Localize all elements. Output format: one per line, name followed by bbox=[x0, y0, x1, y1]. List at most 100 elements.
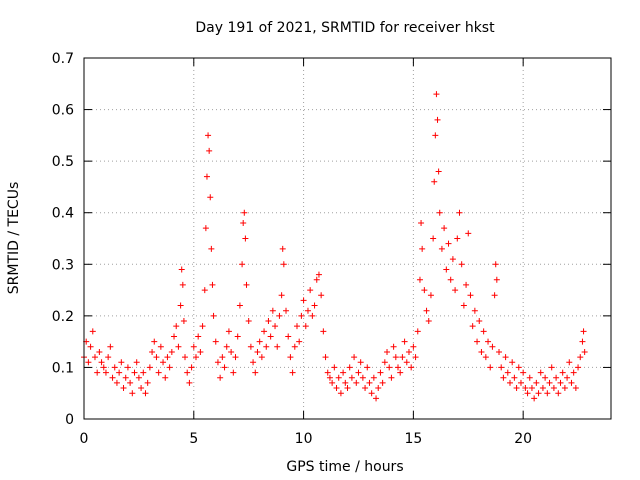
data-point bbox=[280, 261, 287, 268]
data-point bbox=[304, 307, 311, 314]
data-point bbox=[140, 369, 147, 376]
data-point bbox=[517, 379, 524, 386]
data-point bbox=[160, 359, 167, 366]
data-point bbox=[500, 374, 507, 381]
data-point bbox=[370, 374, 377, 381]
data-point bbox=[329, 379, 336, 386]
data-point bbox=[278, 292, 285, 299]
data-point bbox=[289, 369, 296, 376]
y-tick-label: 0.7 bbox=[52, 51, 74, 67]
data-point bbox=[557, 379, 564, 386]
data-point bbox=[478, 348, 485, 355]
data-point bbox=[202, 225, 209, 232]
x-tick-label: 0 bbox=[80, 431, 89, 447]
axis-ticks: 0 0.1 0.2 0.3 0.4 0.5 0.6 0.7 0 5 10 15 20 bbox=[52, 51, 611, 447]
data-point bbox=[405, 348, 412, 355]
data-point bbox=[116, 369, 123, 376]
data-point bbox=[250, 359, 257, 366]
data-point bbox=[153, 354, 160, 361]
data-point bbox=[419, 245, 426, 252]
data-point bbox=[168, 348, 175, 355]
data-point bbox=[511, 374, 518, 381]
data-point bbox=[351, 354, 358, 361]
data-point bbox=[441, 225, 448, 232]
data-point bbox=[539, 385, 546, 392]
data-point bbox=[320, 328, 327, 335]
data-point bbox=[414, 328, 421, 335]
data-point bbox=[171, 333, 178, 340]
data-point bbox=[274, 343, 281, 350]
data-point bbox=[146, 364, 153, 371]
data-point bbox=[542, 374, 549, 381]
data-point bbox=[261, 328, 268, 335]
data-point bbox=[192, 354, 199, 361]
data-point bbox=[111, 364, 118, 371]
data-point bbox=[506, 379, 513, 386]
data-point bbox=[357, 359, 364, 366]
data-point bbox=[201, 287, 208, 294]
plot-frame bbox=[83, 57, 612, 420]
data-point bbox=[184, 369, 191, 376]
data-point bbox=[335, 374, 342, 381]
data-point bbox=[247, 343, 254, 350]
data-point bbox=[138, 385, 145, 392]
data-point bbox=[467, 292, 474, 299]
data-point bbox=[337, 390, 344, 397]
data-point bbox=[537, 369, 544, 376]
data-point bbox=[355, 369, 362, 376]
data-point bbox=[528, 385, 535, 392]
data-point bbox=[535, 390, 542, 397]
data-point bbox=[425, 318, 432, 325]
x-tick-label: 15 bbox=[404, 431, 422, 447]
data-point bbox=[209, 281, 216, 288]
data-point bbox=[223, 343, 230, 350]
data-point bbox=[199, 323, 206, 330]
data-point bbox=[124, 364, 131, 371]
data-point bbox=[504, 369, 511, 376]
data-point bbox=[546, 379, 553, 386]
data-point bbox=[359, 374, 366, 381]
data-point bbox=[210, 312, 217, 319]
data-point bbox=[346, 364, 353, 371]
data-point bbox=[526, 374, 533, 381]
data-point bbox=[454, 235, 461, 242]
data-point bbox=[403, 359, 410, 366]
data-point bbox=[243, 281, 250, 288]
data-point bbox=[87, 343, 94, 350]
data-point bbox=[188, 364, 195, 371]
data-point bbox=[491, 292, 498, 299]
data-point bbox=[242, 235, 249, 242]
y-tick-label: 0.3 bbox=[52, 257, 74, 273]
data-point bbox=[122, 374, 129, 381]
data-point bbox=[256, 338, 263, 345]
data-point bbox=[580, 328, 587, 335]
data-point bbox=[296, 338, 303, 345]
data-point bbox=[173, 323, 180, 330]
data-point bbox=[465, 230, 472, 237]
data-point bbox=[397, 369, 404, 376]
data-point bbox=[214, 359, 221, 366]
data-point bbox=[555, 390, 562, 397]
data-point bbox=[269, 307, 276, 314]
data-point bbox=[311, 302, 318, 309]
data-point bbox=[149, 348, 156, 355]
data-point bbox=[179, 281, 186, 288]
data-point bbox=[399, 354, 406, 361]
data-point bbox=[230, 369, 237, 376]
data-point bbox=[379, 379, 386, 386]
data-point bbox=[89, 328, 96, 335]
data-point bbox=[434, 116, 441, 123]
data-point bbox=[418, 220, 425, 227]
data-point bbox=[94, 369, 101, 376]
data-point bbox=[324, 369, 331, 376]
data-point bbox=[300, 297, 307, 304]
data-point bbox=[524, 390, 531, 397]
data-point bbox=[315, 271, 322, 278]
data-point bbox=[550, 385, 557, 392]
data-point bbox=[252, 369, 259, 376]
data-point bbox=[553, 374, 560, 381]
data-point bbox=[368, 390, 375, 397]
data-point bbox=[144, 379, 151, 386]
data-point bbox=[381, 359, 388, 366]
